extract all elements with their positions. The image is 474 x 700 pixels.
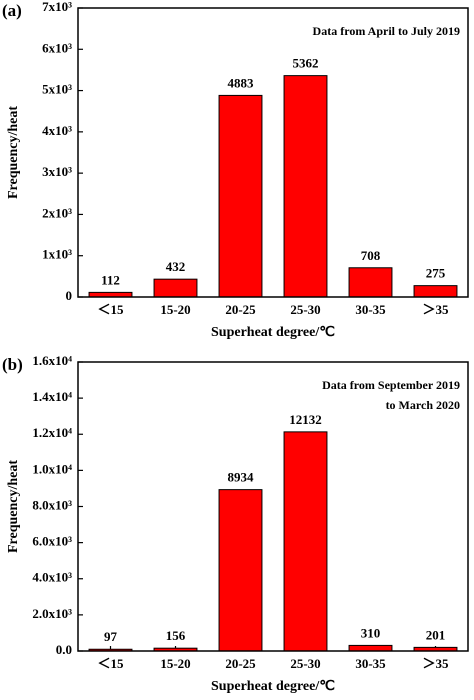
y-tick-label: 1.4x10⁴ xyxy=(32,389,72,404)
x-tick-label: 25-30 xyxy=(290,656,320,671)
value-label: 8934 xyxy=(228,470,255,485)
bar xyxy=(348,644,393,652)
y-tick-label: 1.0x10⁴ xyxy=(32,461,72,476)
annotation: Data from April to July 2019 xyxy=(313,24,460,38)
x-axis-label: Superheat degree/℃ xyxy=(211,325,335,340)
bar xyxy=(218,489,263,652)
x-tick-label: 20-25 xyxy=(225,656,256,671)
y-tick-label: 3x10³ xyxy=(42,164,72,179)
value-label: 112 xyxy=(101,272,120,287)
plot-frame xyxy=(77,361,469,652)
y-axis-label: Frequency/heat xyxy=(6,106,21,199)
x-tick-label: 20-25 xyxy=(225,302,256,317)
x-tick-label: 30-35 xyxy=(355,656,386,671)
y-tick-label: 1x10³ xyxy=(42,247,72,262)
y-tick-label: 5x10³ xyxy=(42,82,72,97)
value-label: 4883 xyxy=(228,75,255,90)
y-tick-label: 7x10³ xyxy=(42,0,72,14)
value-label: 432 xyxy=(166,259,186,274)
x-tick-label: ＞35 xyxy=(422,656,449,671)
annotation: Data from September 2019 xyxy=(322,378,460,392)
bar xyxy=(413,285,458,298)
value-label: 275 xyxy=(426,266,446,281)
y-tick-label: 1.6x10⁴ xyxy=(32,353,72,368)
value-label: 97 xyxy=(104,629,118,644)
y-tick-label: 2x10³ xyxy=(42,205,72,220)
value-label: 201 xyxy=(426,627,446,642)
x-axis-label: Superheat degree/℃ xyxy=(211,679,335,694)
value-label: 5362 xyxy=(293,56,319,71)
value-label: 310 xyxy=(361,625,381,640)
y-tick-label: 4x10³ xyxy=(42,123,72,138)
bar xyxy=(283,431,328,652)
y-tick-label: 6.0x10³ xyxy=(32,534,72,549)
y-tick-label: 6x10³ xyxy=(42,40,72,55)
x-tick-label: ＞35 xyxy=(422,302,449,317)
y-tick-label: 0 xyxy=(66,288,73,303)
y-axis-label: Frequency/heat xyxy=(6,460,21,553)
panel-label: (a) xyxy=(2,1,22,20)
x-tick-label: ＜15 xyxy=(97,302,124,317)
value-label: 708 xyxy=(361,248,381,263)
x-tick-label: 25-30 xyxy=(290,302,320,317)
value-label: 12132 xyxy=(289,412,322,427)
bar xyxy=(283,75,328,298)
annotation: to March 2020 xyxy=(386,398,460,412)
bar xyxy=(348,267,393,298)
x-tick-label: 15-20 xyxy=(160,656,190,671)
x-tick-label: 15-20 xyxy=(160,302,190,317)
y-tick-label: 1.2x10⁴ xyxy=(32,425,72,440)
y-tick-label: 4.0x10³ xyxy=(32,570,72,585)
y-tick-label: 2.0x10³ xyxy=(32,606,72,621)
y-tick-label: 0.0 xyxy=(56,642,72,657)
value-label: 156 xyxy=(166,628,186,643)
panel-label: (b) xyxy=(2,355,23,374)
plot-frame xyxy=(77,7,469,298)
x-tick-label: 30-35 xyxy=(355,302,386,317)
bar xyxy=(218,94,263,298)
x-tick-label: ＜15 xyxy=(97,656,124,671)
bar xyxy=(153,278,198,298)
y-tick-label: 8.0x10³ xyxy=(32,497,72,512)
